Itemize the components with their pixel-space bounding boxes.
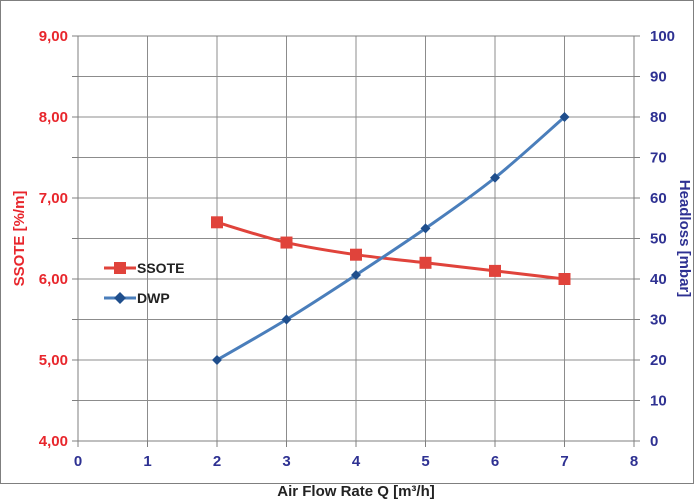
y-left-tick-label: 6,00: [39, 271, 68, 288]
data-point-dwp: [420, 223, 431, 234]
x-tick-label: 4: [352, 453, 361, 470]
data-point-dwp: [212, 355, 222, 365]
data-point-ssote: [211, 216, 223, 229]
series-layer: [211, 112, 571, 365]
x-tick-label: 0: [74, 453, 82, 470]
y-right-tick-label: 90: [650, 69, 667, 86]
data-point-ssote: [489, 264, 501, 277]
tick-labels: 0 10 20 30 40 50 60 70 80 90 100 0 1 2 3 4 5 6 7 8 4,00 5,00 6…: [39, 28, 675, 470]
chart-frame: [0, 0, 694, 484]
y-right-tick-label: 60: [650, 190, 667, 207]
y-right-tick-label: 10: [650, 393, 667, 410]
x-tick-label: 7: [560, 453, 568, 470]
legend-item-dwp: DWP: [104, 290, 170, 306]
x-tick-label: 6: [491, 453, 499, 470]
y-right-tick-label: 50: [650, 231, 667, 248]
y-right-tick-label: 80: [650, 109, 667, 126]
x-tick-label: 8: [630, 453, 638, 470]
legend-ssote-marker: [114, 262, 126, 274]
data-point-dwp: [559, 112, 570, 122]
y-left-tick-label: 4,00: [39, 433, 68, 450]
data-point-dwp: [281, 314, 292, 325]
y-right-tick-label: 20: [650, 352, 667, 369]
data-point-ssote: [350, 248, 362, 261]
y-left-tick-label: 9,00: [39, 28, 68, 45]
y-left-tick-label: 7,00: [39, 190, 68, 207]
y-left-tick-label: 5,00: [39, 352, 68, 369]
y-left-tick-label: 8,00: [39, 109, 68, 126]
legend: SSOTE DWP: [104, 260, 184, 306]
y-right-tick-label: 100: [650, 28, 675, 45]
y-axis-left-title: SSOTE [%/m]: [11, 191, 28, 287]
legend-dwp-marker: [114, 292, 126, 304]
legend-item-ssote: SSOTE: [104, 260, 184, 276]
y-right-tick-label: 0: [650, 433, 658, 450]
data-point-ssote: [558, 273, 571, 285]
plot-area: [77, 35, 635, 442]
data-point-ssote: [280, 236, 293, 249]
x-tick-label: 5: [421, 453, 429, 470]
y-axis-right-title: Headloss [mbar]: [676, 180, 693, 298]
x-axis-title: Air Flow Rate Q [m³/h]: [277, 483, 435, 499]
y-right-tick-label: 70: [650, 150, 667, 167]
y-right-tick-label: 30: [650, 312, 667, 329]
x-tick-label: 1: [143, 453, 151, 470]
x-tick-label: 2: [213, 453, 221, 470]
x-tick-label: 3: [282, 453, 290, 470]
legend-dwp-label: DWP: [137, 290, 170, 306]
series-line-ssote: [216, 220, 565, 281]
data-point-ssote: [419, 256, 432, 269]
legend-ssote-label: SSOTE: [137, 260, 184, 276]
data-point-dwp: [351, 269, 361, 280]
data-point-dwp: [490, 172, 500, 183]
y-right-tick-label: 40: [650, 271, 667, 288]
